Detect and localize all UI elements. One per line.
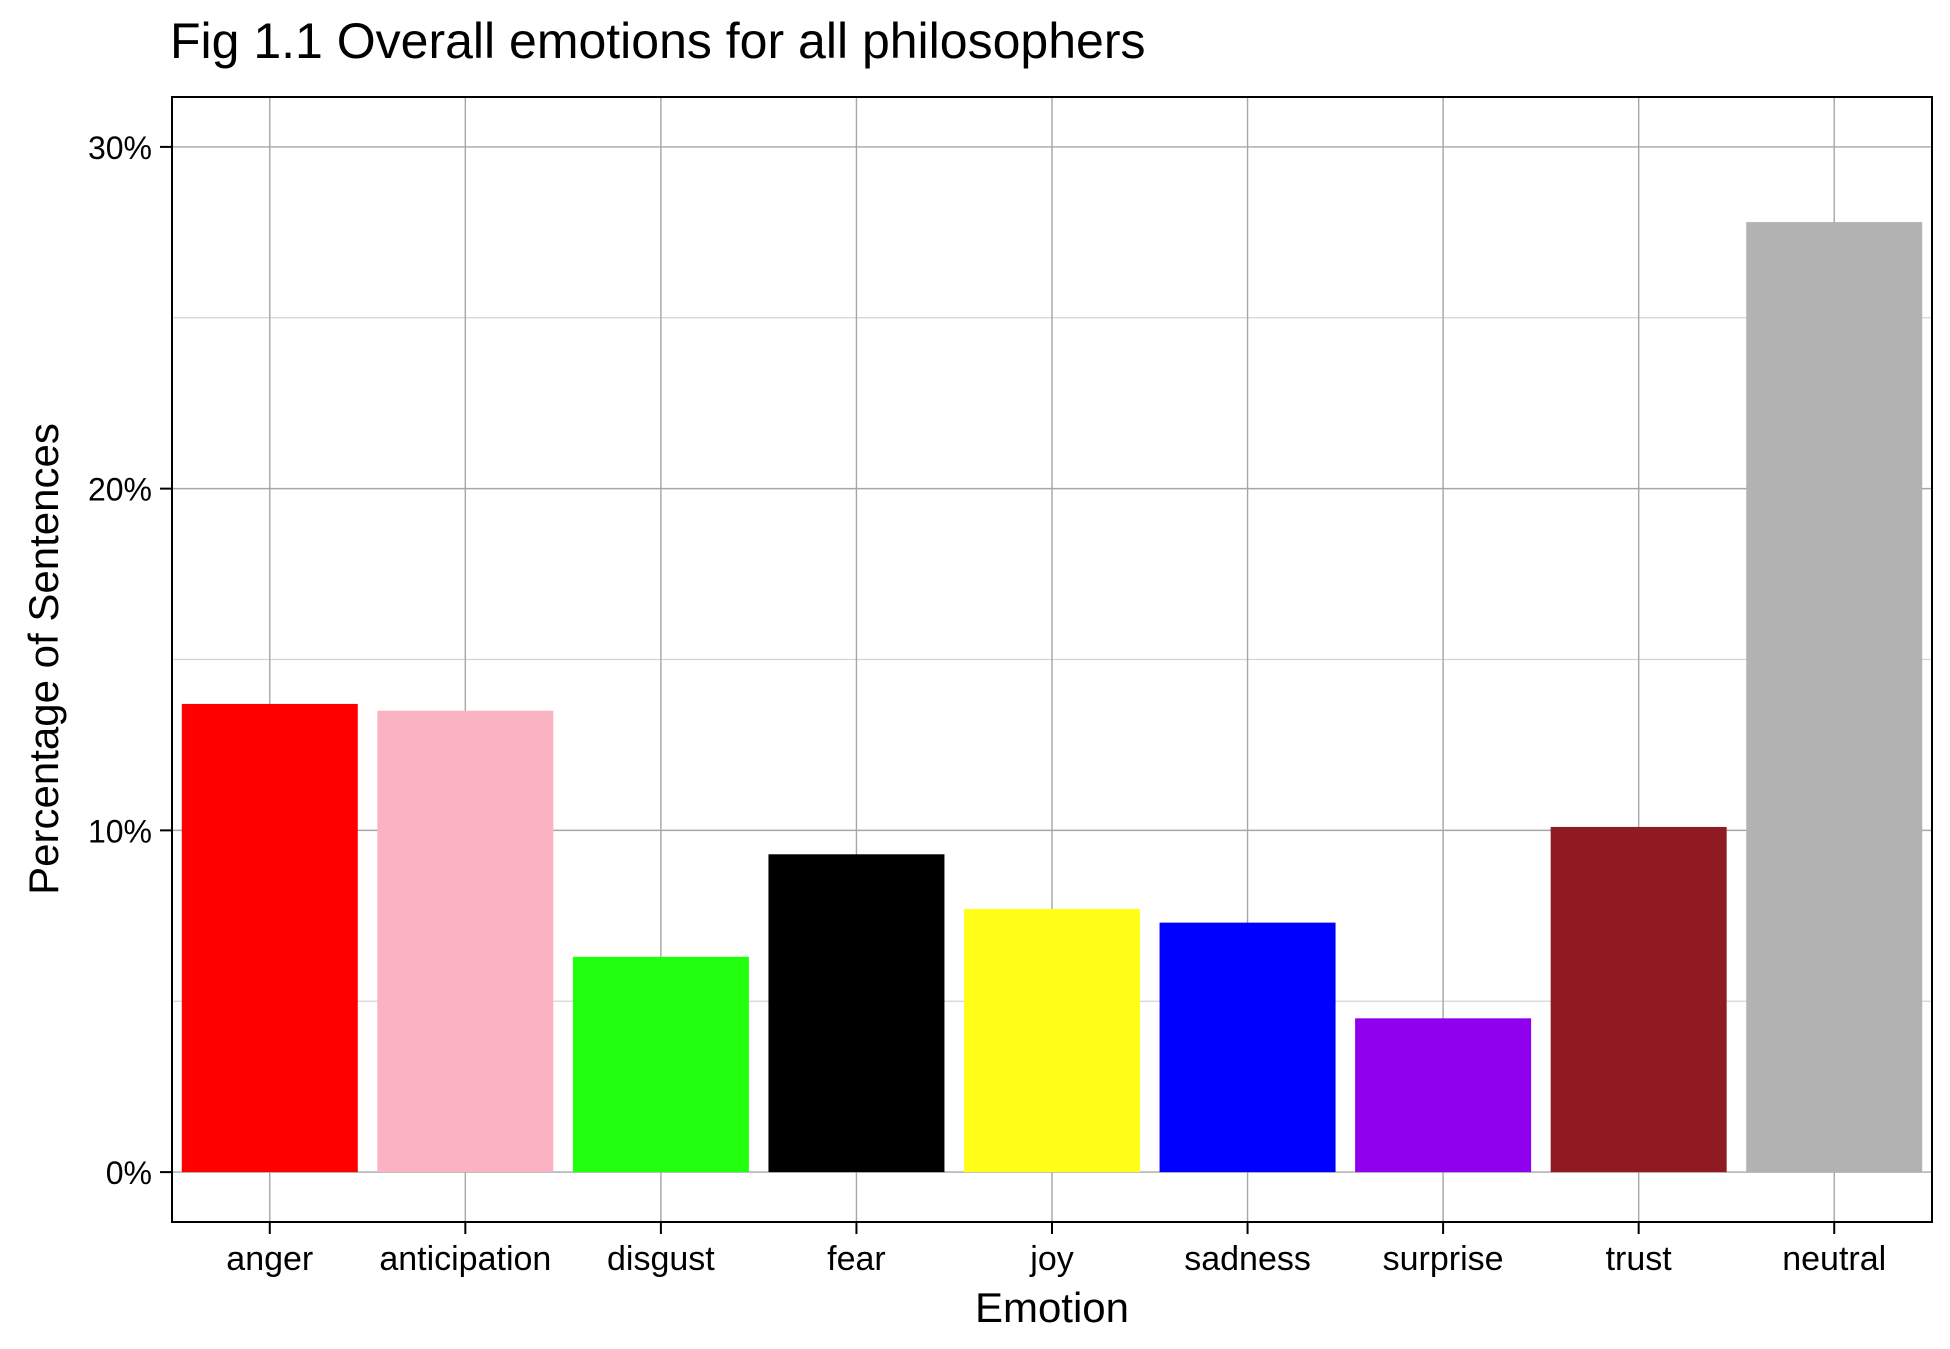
bar-anticipation — [377, 710, 554, 1173]
x-tick-label-trust: trust — [1606, 1240, 1673, 1278]
x-tick-label-fear: fear — [827, 1240, 886, 1278]
bar-fear — [768, 854, 945, 1173]
bar-anger — [181, 703, 358, 1173]
y-tick-label: 10% — [88, 813, 152, 849]
bar-disgust — [572, 956, 749, 1173]
bar-neutral — [1746, 222, 1923, 1173]
x-axis-label: Emotion — [975, 1284, 1129, 1331]
x-tick-label-anger: anger — [226, 1240, 313, 1278]
x-tick-label-neutral: neutral — [1782, 1240, 1886, 1278]
bar-joy — [964, 908, 1140, 1173]
y-axis-label: Percentage of Sentences — [20, 423, 67, 895]
x-tick-label-disgust: disgust — [607, 1240, 715, 1278]
chart-title: Fig 1.1 Overall emotions for all philoso… — [170, 13, 1146, 69]
x-axis: anger anticipation disgust fear joy sadness su… — [226, 1222, 1886, 1278]
bar-sadness — [1159, 922, 1336, 1173]
bars — [181, 222, 1923, 1173]
bar-surprise — [1355, 1018, 1532, 1173]
bar-trust — [1550, 826, 1727, 1173]
y-axis: 0% 10% 20% 30% — [88, 130, 172, 1191]
y-tick-label: 0% — [106, 1155, 152, 1191]
y-tick-label: 20% — [88, 472, 152, 508]
x-tick-label-anticipation: anticipation — [379, 1240, 551, 1278]
x-tick-label-sadness: sadness — [1184, 1240, 1311, 1278]
y-tick-label: 30% — [88, 130, 152, 166]
x-tick-label-joy: joy — [1029, 1240, 1073, 1278]
x-tick-label-surprise: surprise — [1383, 1240, 1504, 1278]
